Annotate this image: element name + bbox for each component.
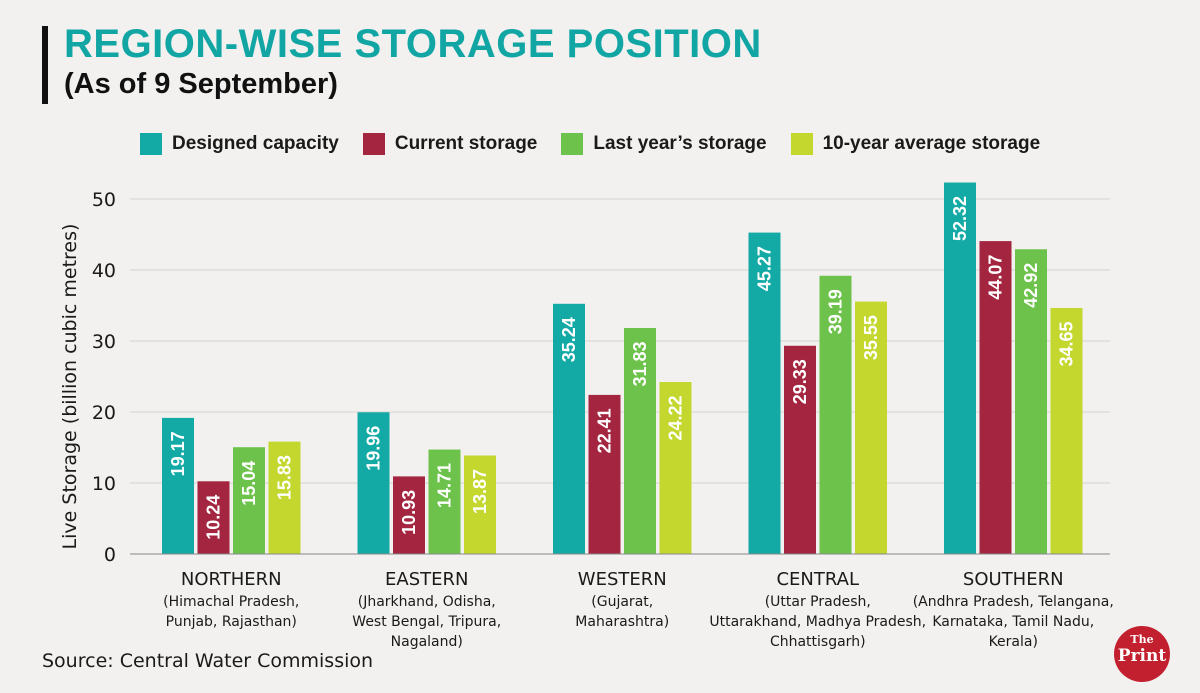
- x-category-detail: Karnataka, Tamil Nadu,: [932, 614, 1094, 630]
- x-category-label: EASTERN: [385, 569, 468, 590]
- bar: [393, 476, 425, 554]
- legend-item-last-year-storage: Last year’s storage: [561, 133, 767, 155]
- y-tick-label: 40: [92, 260, 116, 282]
- bar: [268, 441, 301, 554]
- bar: [588, 394, 621, 554]
- bar: [357, 412, 390, 554]
- x-category-label: SOUTHERN: [963, 569, 1064, 590]
- bar-value-label: 39.19: [826, 289, 846, 334]
- x-category-label: CENTRAL: [776, 569, 859, 590]
- bar: [819, 275, 852, 554]
- bar-value-label: 44.07: [986, 255, 1006, 300]
- source-note: Source: Central Water Commission: [42, 650, 374, 672]
- bar-value-label: 35.55: [861, 315, 881, 360]
- x-category-detail: (Uttar Pradesh,: [765, 594, 871, 610]
- y-tick-label: 20: [92, 402, 116, 424]
- bar-value-label: 10.93: [399, 490, 419, 535]
- legend-label: Current storage: [394, 133, 538, 154]
- x-category-label: WESTERN: [578, 569, 667, 590]
- x-category-detail: Maharashtra): [575, 614, 669, 630]
- y-tick-label: 50: [92, 189, 116, 211]
- bar: [197, 481, 230, 554]
- bar: [979, 241, 1012, 554]
- bar-value-label: 19.17: [168, 431, 188, 476]
- bar: [464, 455, 496, 554]
- x-category-detail: (Jharkhand, Odisha,: [358, 594, 496, 610]
- y-tick-label: 30: [92, 331, 116, 353]
- bar-value-label: 34.65: [1057, 321, 1077, 366]
- bar-value-label: 15.04: [239, 461, 259, 506]
- x-category-detail: Kerala): [989, 634, 1038, 650]
- legend-label: 10-year average storage: [822, 133, 1041, 154]
- bar-value-label: 35.24: [559, 317, 579, 362]
- legend-label: Last year’s storage: [593, 133, 767, 154]
- x-category-detail: Chhattisgarh): [770, 634, 866, 650]
- y-tick-label: 0: [104, 544, 116, 566]
- bar-value-label: 19.96: [364, 426, 384, 471]
- x-category-detail: (Himachal Pradesh,: [163, 594, 299, 610]
- x-category-detail: Punjab, Rajasthan): [166, 614, 297, 630]
- bar-value-label: 29.33: [790, 359, 810, 404]
- bar: [659, 382, 692, 554]
- x-category-detail: Uttarakhand, Madhya Pradesh,: [709, 614, 926, 630]
- bar: [944, 182, 976, 554]
- bar: [748, 232, 781, 554]
- bar-value-label: 24.22: [666, 396, 686, 441]
- bar-value-label: 52.32: [950, 196, 970, 241]
- chart-subtitle: (As of 9 September): [64, 68, 338, 100]
- bar: [428, 449, 461, 554]
- chart-title: REGION-WISE STORAGE POSITION: [64, 22, 762, 66]
- bar-value-label: 22.41: [595, 408, 615, 453]
- bar-value-label: 15.83: [275, 455, 295, 500]
- bar: [233, 447, 265, 554]
- legend-label: Designed capacity: [172, 133, 339, 154]
- bar-value-label: 13.87: [470, 469, 490, 514]
- legend-swatch-ten-year-average: [790, 133, 813, 155]
- legend: Designed capacity Current storage Last y…: [140, 133, 1064, 155]
- x-category-detail: (Andhra Pradesh, Telangana,: [913, 594, 1114, 610]
- bar: [855, 301, 887, 554]
- theprint-logo: The Print: [1114, 626, 1170, 682]
- y-axis-label: Live Storage (billion cubic metres): [59, 224, 81, 550]
- legend-item-current-storage: Current storage: [362, 133, 538, 155]
- bar-value-label: 14.71: [435, 463, 455, 508]
- bar: [784, 345, 816, 554]
- x-category-label: NORTHERN: [181, 569, 282, 590]
- legend-swatch-last-year-storage: [561, 133, 584, 155]
- legend-item-ten-year-average: 10-year average storage: [790, 133, 1041, 155]
- bar-value-label: 31.83: [630, 341, 650, 386]
- y-tick-label: 10: [92, 473, 116, 495]
- bar-value-label: 42.92: [1021, 263, 1041, 308]
- bar-value-label: 10.24: [204, 495, 224, 540]
- x-category-detail: (Gujarat,: [591, 594, 653, 610]
- bar: [553, 303, 585, 554]
- bar: [1015, 249, 1047, 554]
- logo-text-the: The: [1130, 633, 1154, 646]
- legend-item-designed-capacity: Designed capacity: [140, 133, 339, 155]
- legend-swatch-current-storage: [362, 133, 385, 155]
- logo-text-print: Print: [1117, 646, 1167, 666]
- bar-value-label: 45.27: [755, 246, 775, 291]
- bar: [162, 417, 194, 554]
- bar: [1050, 307, 1083, 554]
- bar: [624, 328, 656, 554]
- x-category-detail: Nagaland): [391, 634, 463, 650]
- x-category-detail: West Bengal, Tripura,: [352, 614, 501, 630]
- legend-swatch-designed-capacity: [140, 133, 162, 155]
- title-accent-bar: [42, 26, 48, 104]
